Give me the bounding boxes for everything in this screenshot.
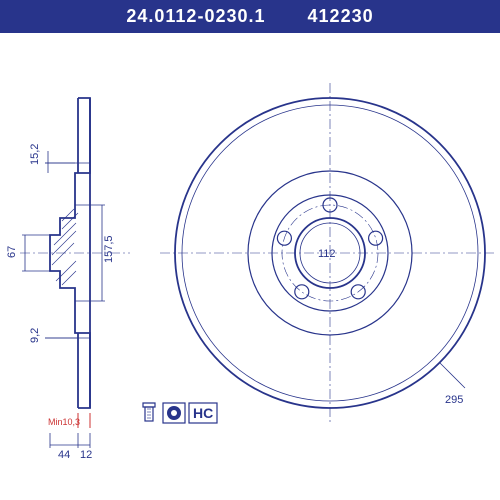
dim-flange: 44 <box>58 449 70 461</box>
part-number: 24.0112-0230.1 <box>126 6 265 26</box>
dim-worn: 9,2 <box>29 328 41 343</box>
surface-icon <box>163 403 185 423</box>
dim-hub: 67 <box>6 246 18 258</box>
bolt-icon <box>143 403 155 421</box>
min-thickness: Min10,3 <box>48 417 80 427</box>
technical-drawing: 295 112 15,2 <box>0 33 500 493</box>
side-view: 15,2 67 157,5 9,2 Min10,3 44 12 <box>6 98 130 461</box>
dim-thickness: 12 <box>80 449 92 461</box>
secondary-number: 412230 <box>308 6 374 26</box>
section-hatch <box>52 209 78 285</box>
header-bar: 24.0112-0230.1 412230 <box>0 0 500 33</box>
dim-pcd: 157,5 <box>103 235 115 263</box>
dim-bore: 112 <box>318 248 336 260</box>
drawing-svg: 295 112 15,2 <box>0 33 500 493</box>
front-view: 295 112 <box>160 83 495 423</box>
hc-badge: HC <box>189 403 217 423</box>
dim-outer-diameter: 295 <box>445 394 463 406</box>
dim-offset: 15,2 <box>29 144 41 165</box>
svg-text:HC: HC <box>193 405 213 421</box>
badges: HC <box>143 403 217 423</box>
